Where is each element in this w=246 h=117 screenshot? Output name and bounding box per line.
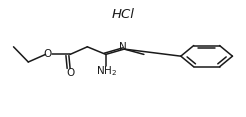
Text: NH$_2$: NH$_2$ — [96, 64, 118, 78]
Text: O: O — [44, 49, 52, 59]
Text: O: O — [66, 68, 74, 78]
Text: N: N — [119, 42, 127, 52]
Text: HCl: HCl — [112, 8, 134, 21]
